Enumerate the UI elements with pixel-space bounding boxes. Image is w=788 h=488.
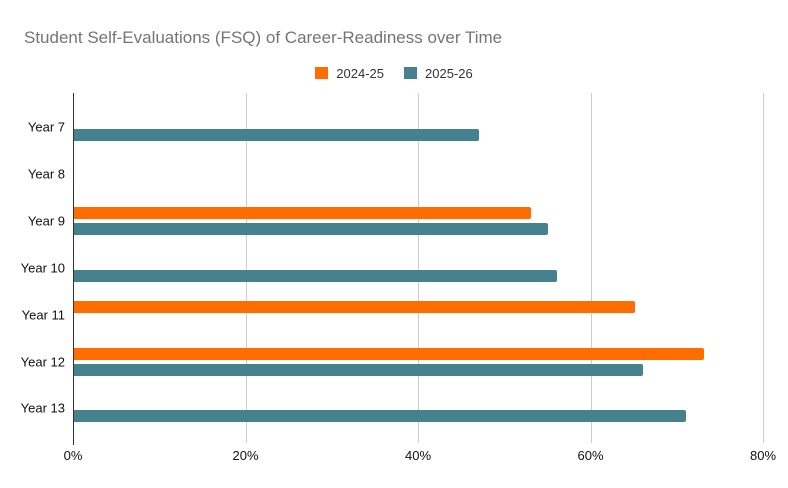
bar-2025-26-year-10[interactable] [74, 269, 557, 282]
bar-2025-26-year-13[interactable] [74, 410, 687, 423]
gridline-80pct [763, 93, 764, 443]
x-axis-tick-label-80pct: 80% [749, 448, 777, 463]
gridline-20pct [245, 93, 247, 443]
x-axis-tick-label-40pct: 40% [404, 448, 432, 463]
gridline-40pct [418, 93, 419, 443]
category-label-year-8: Year 8 [27, 166, 65, 182]
x-axis-tick-label-0pct: 0% [63, 448, 83, 463]
category-label-year-12: Year 12 [20, 354, 65, 369]
x-axis-tick-label-60pct: 60% [577, 448, 604, 463]
bar-2025-26-year-9[interactable] [74, 222, 549, 235]
category-label-year-11: Year 11 [21, 307, 65, 323]
legend-item-2025-26[interactable]: 2025-26 [404, 66, 473, 81]
legend-label-2024-25: 2024-25 [336, 65, 384, 81]
legend-swatch-2025-26-icon [404, 67, 417, 79]
bar-2024-25-year-11[interactable] [74, 300, 635, 313]
bar-2024-25-year-12[interactable] [74, 347, 704, 360]
y-axis-line [73, 93, 74, 445]
category-label-year-7: Year 7 [27, 119, 65, 135]
bar-2025-26-year-12[interactable] [74, 363, 644, 376]
x-axis-tick-label-20pct: 20% [232, 448, 259, 463]
gridline-60pct [590, 93, 592, 443]
legend: 2024-25 2025-26 [0, 65, 788, 81]
bar-2025-26-year-7[interactable] [74, 129, 480, 141]
chart-title: Student Self-Evaluations (FSQ) of Career… [24, 28, 503, 47]
category-label-year-10: Year 10 [20, 260, 65, 276]
legend-swatch-2024-25-icon [315, 67, 329, 79]
legend-item-2024-25[interactable]: 2024-25 [315, 66, 384, 81]
category-label-year-13: Year 13 [20, 400, 65, 416]
bar-2024-25-year-9[interactable] [74, 206, 532, 219]
category-label-year-9: Year 9 [27, 213, 65, 229]
legend-label-2025-26: 2025-26 [425, 65, 473, 81]
